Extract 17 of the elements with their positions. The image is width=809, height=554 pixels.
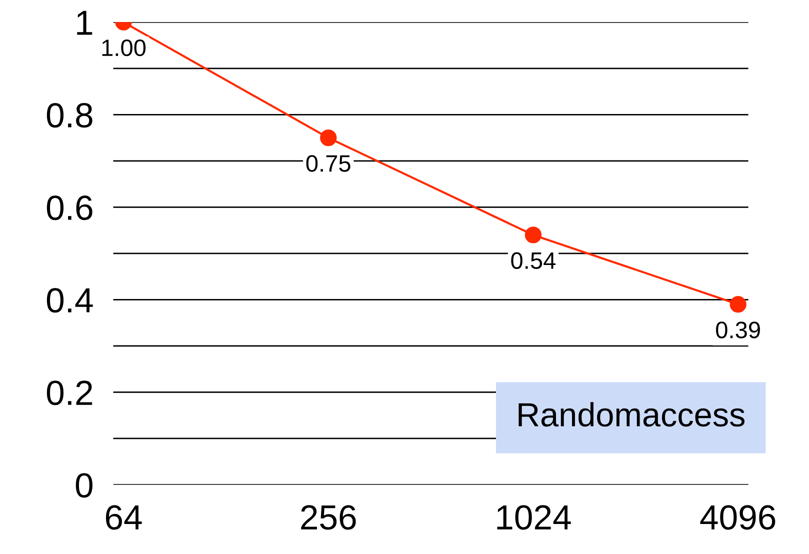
data-label: 0.39 [716,322,760,338]
y-tick-label: 1 [77,10,92,35]
data-label: 0.54 [511,252,556,269]
y-tick-label: 0.2 [46,380,92,406]
x-tick-label: 4096 [700,505,776,530]
y-tick-label: 0.4 [46,288,93,313]
y-tick-label: 0.6 [46,196,92,220]
data-label: 0.75 [306,155,350,172]
x-tick-label: 64 [106,505,142,530]
annotation: Randomaccess [518,402,745,427]
data-label: 1.00 [102,39,146,56]
point [730,296,746,313]
x-tick-label: 256 [301,505,356,530]
y-tick-label: 0 [76,473,92,498]
x-tick-label: 1024 [497,505,571,530]
y-tick-label: 0.8 [46,103,92,128]
point [524,226,542,244]
